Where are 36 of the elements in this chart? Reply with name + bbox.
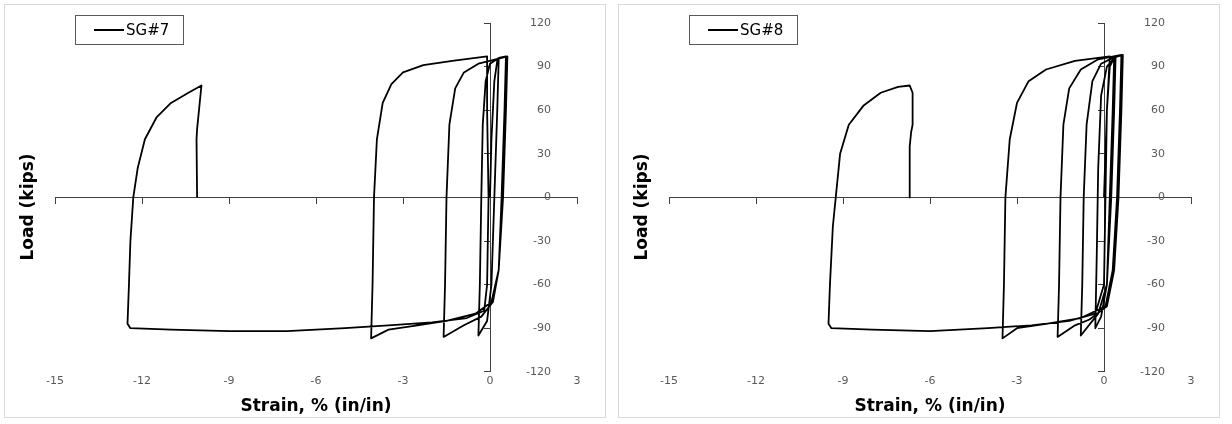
y-tick-label: -60 xyxy=(532,277,551,291)
x-tick-label: -15 xyxy=(660,374,678,388)
y-tick-label: 60 xyxy=(1150,103,1165,117)
x-tick-label: -6 xyxy=(924,374,936,388)
y-tick-label: 90 xyxy=(1150,59,1165,73)
x-tick-label: -9 xyxy=(223,374,235,388)
y-tick-label: 90 xyxy=(536,59,551,73)
y-axis-title: Load (kips) xyxy=(17,153,37,261)
y-tick-label: 120 xyxy=(1143,15,1165,29)
x-tick-label: 3 xyxy=(1187,374,1195,388)
legend-label: SG#7 xyxy=(126,21,170,39)
y-tick-label: -120 xyxy=(525,364,551,378)
y-tick-label: -120 xyxy=(1139,364,1165,378)
y-tick-label: 30 xyxy=(536,146,551,160)
x-tick-label: -9 xyxy=(837,374,849,388)
x-tick-label: 0 xyxy=(486,374,494,388)
x-tick-label: -12 xyxy=(747,374,765,388)
x-tick-label: 0 xyxy=(1100,374,1108,388)
x-tick-label: -3 xyxy=(397,374,409,388)
x-tick-label: -3 xyxy=(1011,374,1023,388)
x-tick-label: 3 xyxy=(573,374,581,388)
y-tick-label: 60 xyxy=(536,103,551,117)
y-tick-label: -60 xyxy=(1146,277,1165,291)
x-tick-label: -15 xyxy=(46,374,64,388)
y-tick-label: -30 xyxy=(532,233,551,247)
y-tick-label: -30 xyxy=(1146,233,1165,247)
legend-label: SG#8 xyxy=(740,21,784,39)
x-axis-title: Strain, % (in/in) xyxy=(239,395,393,415)
y-axis-title: Load (kips) xyxy=(631,153,651,261)
y-tick-label: -90 xyxy=(532,321,551,335)
x-axis-title: Strain, % (in/in) xyxy=(853,395,1007,415)
y-tick-label: -90 xyxy=(1146,321,1165,335)
y-tick-label: 30 xyxy=(1150,146,1165,160)
x-tick-label: -6 xyxy=(310,374,322,388)
x-tick-label: -12 xyxy=(133,374,151,388)
y-tick-label: 120 xyxy=(529,15,551,29)
